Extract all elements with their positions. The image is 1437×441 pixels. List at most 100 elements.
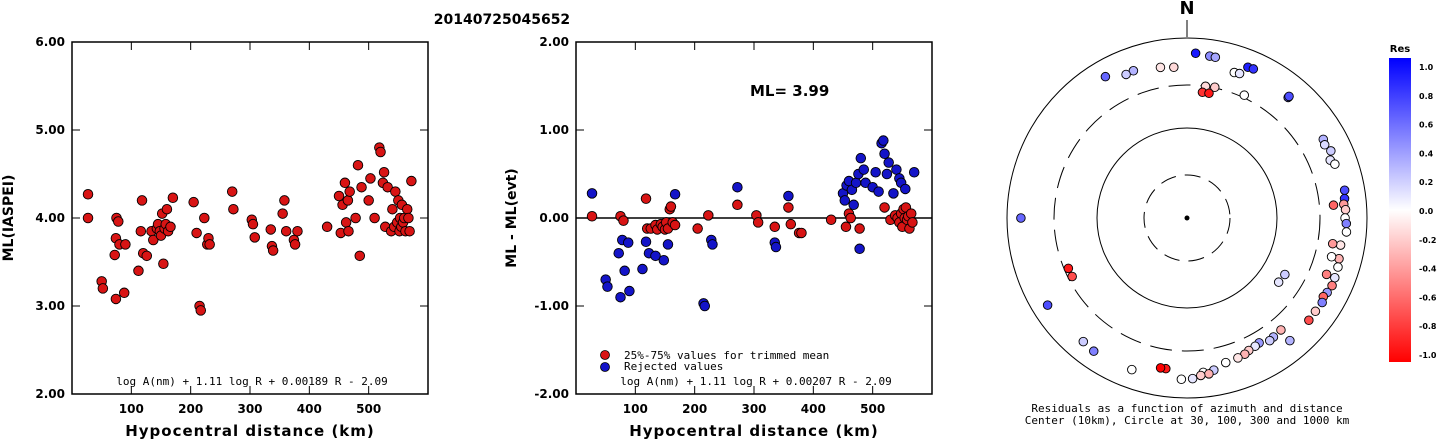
residual-point [1078, 336, 1089, 347]
residual-point [1273, 277, 1284, 287]
data-point [133, 265, 144, 277]
data-point [640, 236, 652, 248]
data-point [825, 214, 837, 226]
data-point [618, 215, 629, 226]
data-point [905, 208, 917, 219]
residual-point [1155, 363, 1166, 373]
data-point [703, 210, 714, 221]
residual-point [1063, 263, 1074, 274]
panel-azimuth-residuals: N Residuals as a function of azimuth and… [1006, 0, 1368, 427]
data-point [850, 177, 862, 189]
data-point [640, 193, 652, 204]
x-tick-label: 100 [119, 402, 144, 416]
formula-label: log A(nm) + 1.11 log R + 0.00207 R - 2.0… [620, 375, 892, 388]
data-point [908, 166, 920, 178]
residual-point [1128, 66, 1139, 76]
residual-point [1190, 48, 1201, 59]
residual-point [1121, 69, 1131, 80]
colorbar-tick-label: -0.6 [1419, 293, 1437, 302]
epicenter-marker [1184, 215, 1190, 221]
data-point [845, 212, 856, 224]
data-point [770, 241, 782, 253]
residual-point [1317, 297, 1327, 308]
residual-point [1042, 300, 1053, 310]
residual-point [1088, 346, 1099, 356]
residual-point [1333, 262, 1343, 272]
data-point [289, 239, 301, 250]
data-point [622, 237, 634, 248]
y-tick-label: 4.00 [35, 211, 65, 225]
data-point [369, 212, 380, 224]
data-point [783, 190, 794, 202]
polar-caption-line1: Residuals as a function of azimuth and d… [1031, 402, 1342, 415]
residual-point [1330, 159, 1340, 169]
data-point [669, 188, 681, 200]
legend-swatch-rejected [600, 362, 610, 372]
data-point [340, 217, 352, 228]
ring-1000km [1006, 37, 1368, 399]
data-point [586, 210, 598, 222]
residual-point [1304, 315, 1314, 325]
residual-point [1239, 90, 1250, 100]
polar-caption-line2: Center (10km), Circle at 30, 100, 300 an… [1025, 414, 1350, 427]
residual-point [1176, 374, 1187, 384]
residual-point [1155, 62, 1166, 73]
data-point [279, 195, 290, 206]
residual-point [1196, 370, 1206, 381]
data-point [619, 265, 630, 277]
data-point [891, 164, 902, 175]
ring-100km [1096, 127, 1278, 309]
data-point [280, 225, 292, 237]
data-point [354, 250, 366, 262]
data-point [658, 254, 670, 266]
colorbar: Res 1.0 0.8 0.6 0.4 0.2 0.0 -0.2 -0.4 -0.6 -0.8 -1… [1389, 44, 1437, 362]
x-tick-label: 200 [178, 402, 203, 416]
residual-point [1335, 240, 1346, 250]
ring-300km [1053, 84, 1321, 352]
x-tick-label: 300 [237, 402, 262, 416]
colorbar-tick-label: 0.2 [1419, 178, 1433, 187]
y-tick-label: 3.00 [35, 299, 65, 313]
colorbar-tick-label: -0.4 [1419, 265, 1437, 274]
data-point [344, 186, 355, 197]
data-point [167, 192, 179, 204]
data-point [390, 186, 401, 197]
y-tick-label: 6.00 [35, 35, 65, 49]
data-point [839, 195, 851, 206]
residual-point [1321, 269, 1332, 280]
data-point [855, 152, 867, 164]
residual-point [1210, 52, 1221, 63]
residual-point [1220, 357, 1231, 368]
data-point [586, 188, 598, 199]
colorbar-labels: 1.0 0.8 0.6 0.4 0.2 0.0 -0.2 -0.4 -0.6 -0.8 -1.0 [1419, 63, 1437, 360]
data-point [382, 181, 393, 193]
data-point [97, 283, 109, 294]
residual-point [1276, 325, 1286, 335]
data-point [900, 183, 911, 195]
data-point [848, 199, 859, 211]
panel-ml-iaspei: 100 200 300 400 500 2.00 3.00 4.00 5.00 6.00 ML(I… [1, 35, 429, 440]
residual-point [1326, 146, 1336, 156]
data-point [343, 225, 354, 237]
data-point [699, 300, 711, 312]
data-point [321, 221, 333, 233]
data-point [375, 146, 386, 158]
residual-point [1285, 335, 1295, 346]
colorbar-tick-label: -1.0 [1419, 351, 1437, 360]
x-axis-label: Hypocentral distance (km) [125, 422, 375, 440]
data-point [113, 216, 124, 227]
data-point [292, 225, 303, 237]
axis-ticks: 100 200 300 400 500 -2.00 -1.00 0.00 1.00 2.00 [534, 35, 932, 416]
data-point [387, 203, 398, 215]
data-point [161, 203, 173, 215]
residual-point [1284, 91, 1294, 102]
data-point [365, 173, 376, 184]
data-point [401, 203, 413, 215]
y-axis-label: ML - ML(evt) [504, 168, 520, 267]
data-point [136, 195, 148, 206]
data-point [624, 285, 635, 297]
legend-label-trimmed: 25%-75% values for trimmed mean [624, 349, 829, 362]
data-point [141, 250, 153, 262]
data-point [199, 212, 210, 224]
data-point [650, 250, 661, 262]
